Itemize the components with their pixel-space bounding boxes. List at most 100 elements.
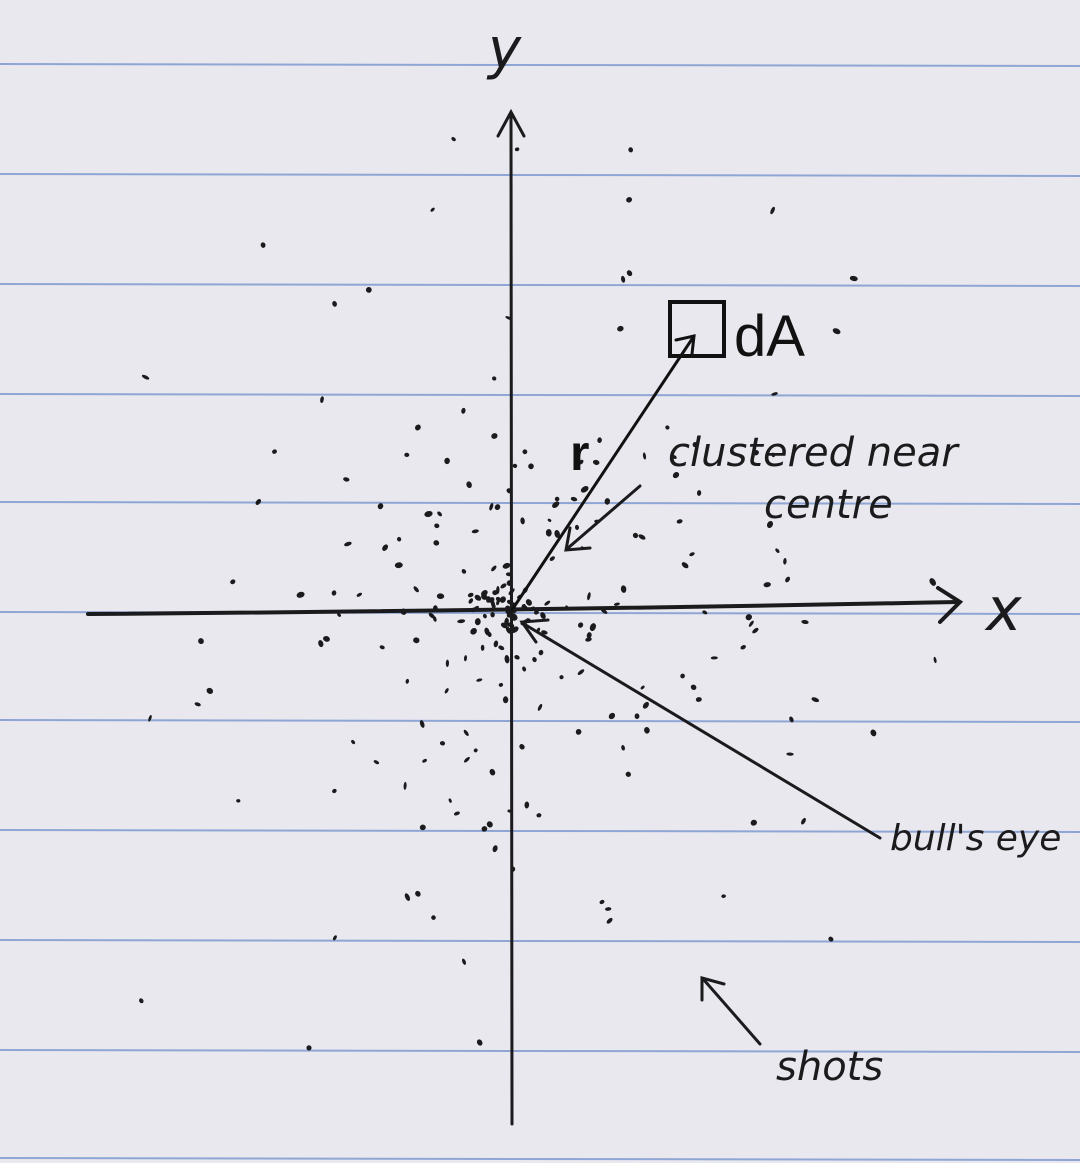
shot-dot — [528, 463, 534, 470]
shot-dot — [467, 592, 474, 598]
shot-dot — [405, 678, 410, 684]
shot-dot — [496, 599, 500, 606]
shot-dot — [644, 727, 650, 734]
shot-dot — [343, 477, 350, 482]
y-axis-arrowhead — [496, 108, 526, 138]
ruled-line — [0, 939, 1080, 943]
shot-dot — [476, 678, 483, 682]
shot-dot — [422, 758, 427, 763]
shot-dot — [461, 958, 467, 965]
shot-dot — [471, 529, 479, 534]
shot-dot — [525, 599, 532, 606]
shot-dot — [771, 452, 775, 458]
ruled-lines — [0, 63, 1080, 1161]
radius-arrowhead — [674, 334, 696, 356]
square-outline-icon — [668, 300, 726, 358]
shot-dot — [473, 748, 478, 753]
shot-dot — [255, 499, 262, 505]
shot-dot — [498, 682, 504, 687]
shot-dot — [689, 552, 695, 557]
ruled-line — [0, 63, 1080, 67]
shot-dot — [702, 610, 708, 615]
shot-dot — [377, 503, 384, 510]
shot-dot — [463, 655, 468, 662]
ruled-line — [0, 393, 1080, 397]
shot-dot — [640, 685, 645, 690]
shot-dot — [436, 593, 445, 600]
annotation-arrows — [519, 484, 882, 1046]
shot-dot — [344, 541, 352, 547]
shot-dot — [413, 637, 420, 644]
shot-dot — [481, 593, 488, 600]
shot-dot — [356, 592, 363, 597]
shot-dot — [605, 907, 612, 911]
shot-dot — [494, 504, 501, 511]
shot-dot — [606, 917, 613, 924]
shot-dot — [461, 407, 466, 414]
shot-dot — [490, 612, 495, 618]
shot-dot — [676, 519, 683, 524]
shot-dot — [394, 562, 403, 569]
shot-dot — [585, 637, 592, 642]
shot-dot — [444, 688, 449, 694]
shot-dot — [489, 502, 494, 511]
shot-dot — [323, 636, 330, 642]
shot-dot — [541, 630, 548, 635]
shot-dot — [424, 511, 433, 517]
shot-dot — [512, 463, 518, 469]
area-element-label: dA — [734, 304, 805, 369]
shot-dot — [431, 915, 436, 920]
shot-dot — [692, 442, 698, 448]
shot-dot — [502, 562, 511, 569]
shot-dot — [933, 656, 937, 664]
shot-dot — [419, 824, 426, 831]
shot-dot — [587, 592, 591, 601]
shot-dot — [801, 817, 806, 825]
shot-dot — [785, 576, 791, 583]
shot-dot — [373, 760, 380, 765]
shot-dot — [396, 536, 402, 542]
shot-dot — [665, 425, 670, 430]
shot-dot — [415, 424, 421, 431]
shot-dot — [491, 433, 498, 439]
shot-dot — [332, 301, 337, 307]
shot-dot — [617, 325, 624, 332]
shot-dot — [320, 396, 324, 403]
shot-dot — [404, 452, 410, 458]
cluster-annotation-line2: centre — [764, 482, 893, 528]
shot-dot — [545, 529, 552, 537]
shot-dot — [306, 1045, 312, 1051]
shot-dot — [496, 586, 500, 595]
shot-dot — [626, 270, 633, 277]
shot-dot — [382, 544, 389, 551]
shot-dot — [740, 645, 746, 650]
shot-dot — [272, 449, 277, 454]
shot-dot — [547, 518, 552, 522]
shot-dot — [628, 147, 634, 153]
shot-dot — [463, 729, 469, 736]
shot-dot — [434, 523, 440, 529]
shot-dot — [451, 136, 456, 142]
shot-dot — [493, 640, 499, 648]
shot-dot — [681, 562, 689, 569]
shot-dot — [710, 656, 718, 660]
shot-dot — [638, 534, 646, 540]
shot-dot — [536, 813, 542, 818]
shot-dot — [620, 585, 627, 593]
shot-dot — [365, 286, 372, 293]
shot-dot — [586, 632, 592, 639]
shot-dot — [621, 745, 625, 751]
shot-dot — [632, 532, 639, 539]
shot-dot — [626, 197, 633, 203]
shot-dot — [457, 619, 466, 624]
shot-dot — [695, 697, 702, 702]
shot-dot — [351, 740, 356, 745]
shot-dot — [453, 811, 460, 816]
shot-dot — [870, 729, 877, 737]
shot-dot — [437, 511, 442, 517]
shot-dot — [671, 454, 677, 460]
shot-dot — [745, 614, 752, 621]
shot-dot — [498, 645, 505, 651]
